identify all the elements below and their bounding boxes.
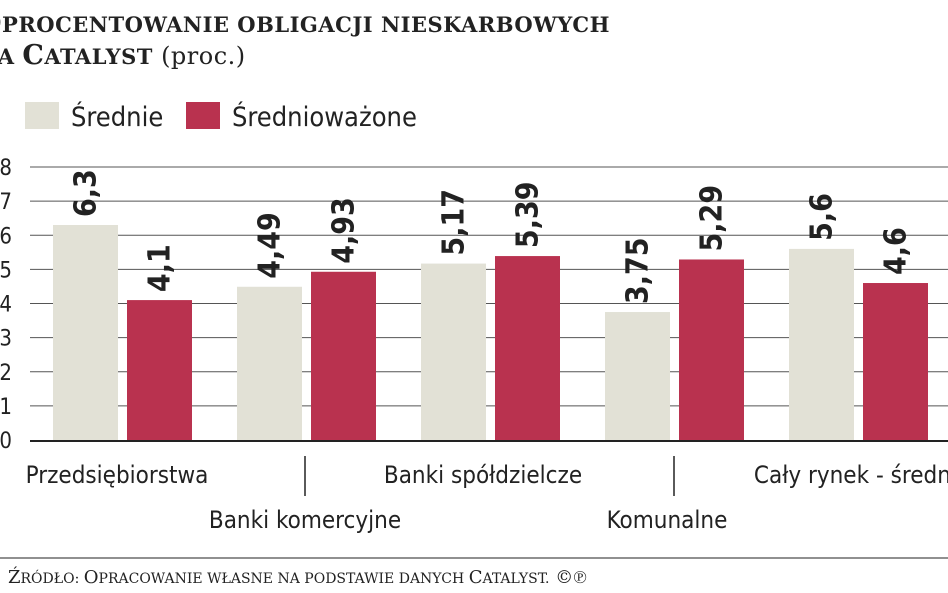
y-axis: 0 1 2 3 4 5 6 7 8 — [0, 156, 12, 454]
data-label: 4,6 — [879, 227, 914, 275]
bar-srednie-5 — [789, 248, 854, 440]
x-category-label: Banki spółdzielcze — [384, 461, 582, 489]
x-category-label: Cały rynek - średnio — [754, 461, 948, 489]
data-label: 5,39 — [511, 181, 546, 248]
legend-swatch-2 — [186, 102, 220, 129]
y-tick-label: 6 — [0, 224, 12, 249]
legend-label-1: Średnie — [71, 101, 163, 133]
bar-srednie-3 — [421, 263, 486, 440]
bars — [53, 225, 928, 440]
bar-srednie-2 — [237, 286, 302, 440]
bar-sredniowazone-4 — [679, 259, 744, 440]
bar-srednie-1 — [53, 225, 118, 440]
y-tick-label: 2 — [0, 361, 12, 386]
y-tick-label: 8 — [0, 156, 12, 181]
source-note: ŹRÓDŁO: OPRACOWANIE WŁASNE NA PODSTAWIE … — [8, 565, 587, 588]
legend-label-2: Średnioważone — [232, 101, 417, 133]
bar-sredniowazone-1 — [127, 300, 192, 440]
y-tick-label: 5 — [0, 258, 12, 283]
legend: Średnie Średnioważone — [25, 101, 417, 133]
data-label: 5,29 — [695, 185, 730, 252]
chart-title-line-2: NA CATALYST (proc.) — [0, 40, 246, 71]
data-label: 4,93 — [327, 197, 362, 264]
data-label: 6,3 — [69, 169, 104, 217]
bar-srednie-4 — [605, 312, 670, 440]
y-tick-label: 7 — [0, 190, 12, 215]
y-tick-label: 0 — [0, 429, 12, 454]
bar-sredniowazone-5 — [863, 283, 928, 440]
bar-sredniowazone-3 — [495, 256, 560, 440]
data-label: 5,6 — [805, 193, 840, 241]
x-category-label: Banki komercyjne — [209, 506, 401, 534]
data-label: 4,49 — [253, 212, 288, 279]
y-tick-label: 3 — [0, 327, 12, 352]
data-label: 3,75 — [621, 237, 656, 304]
y-tick-label: 4 — [0, 293, 12, 318]
data-label: 5,17 — [437, 189, 472, 256]
legend-swatch-1 — [25, 102, 59, 129]
bar-sredniowazone-2 — [311, 271, 376, 440]
chart-title: OPROCENTOWANIE OBLIGACJI NIESKARBOWYCH N… — [0, 8, 610, 71]
data-label: 4,1 — [143, 244, 178, 292]
x-category-label: Przedsiębiorstwa — [26, 461, 209, 489]
chart-title-line-1: OPROCENTOWANIE OBLIGACJI NIESKARBOWYCH — [0, 8, 610, 39]
x-category-label: Komunalne — [607, 506, 728, 534]
data-labels: 6,3 4,1 4,49 4,93 5,17 5,39 3,75 5,29 5,6 4,6 — [69, 169, 914, 304]
y-tick-label: 1 — [0, 395, 12, 420]
